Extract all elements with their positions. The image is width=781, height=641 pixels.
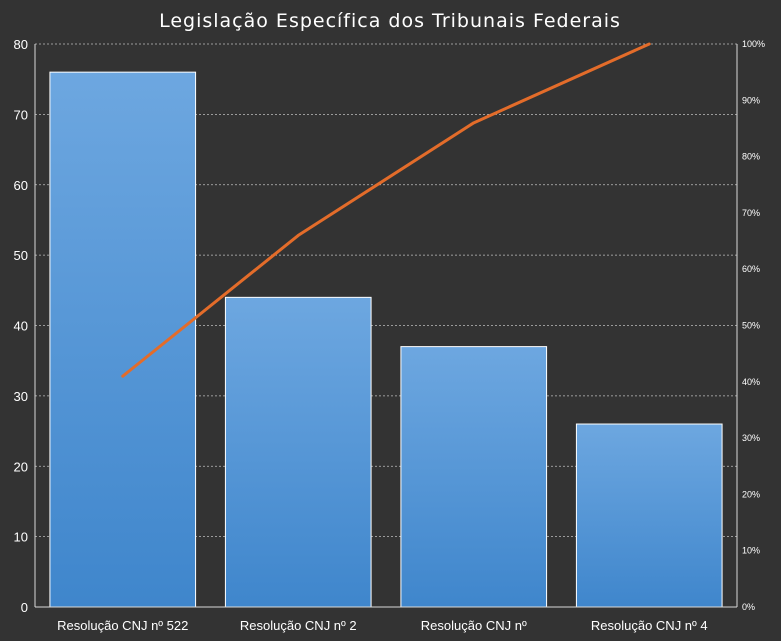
x-tick-label: Resolução CNJ nº bbox=[421, 618, 527, 633]
y2-tick-label: 100% bbox=[742, 39, 765, 49]
x-tick-label: Resolução CNJ nº 2 bbox=[240, 618, 357, 633]
y2-tick-label: 90% bbox=[742, 95, 760, 105]
y-tick-label: 50 bbox=[14, 248, 28, 263]
y-tick-label: 40 bbox=[14, 319, 28, 334]
bar bbox=[224, 296, 372, 608]
y2-tick-label: 30% bbox=[742, 433, 760, 443]
chart-title: Legislação Específica dos Tribunais Fede… bbox=[159, 10, 621, 32]
y-tick-label: 20 bbox=[14, 459, 28, 474]
y-tick-label: 60 bbox=[14, 178, 28, 193]
y-tick-label: 10 bbox=[14, 530, 28, 545]
y2-tick-label: 70% bbox=[742, 208, 760, 218]
y-tick-label: 0 bbox=[21, 600, 28, 615]
y-tick-label: 30 bbox=[14, 389, 28, 404]
y-tick-label: 80 bbox=[14, 37, 28, 52]
bar-series bbox=[49, 71, 723, 608]
x-tick-label: Resolução CNJ nº 522 bbox=[57, 618, 188, 633]
y2-tick-label: 20% bbox=[742, 489, 760, 499]
y2-tick-label: 50% bbox=[742, 321, 760, 331]
y2-tick-label: 80% bbox=[742, 152, 760, 162]
cumulative-line-series bbox=[121, 42, 651, 378]
y2-tick-label: 0% bbox=[742, 602, 755, 612]
bar bbox=[49, 71, 197, 608]
cumulative-line bbox=[121, 42, 651, 378]
axes: 0 10 20 30 40 50 60 70 80 0% 10% 20% 30% 40% 50% 60% 70%… bbox=[14, 37, 766, 633]
y2-tick-label: 60% bbox=[742, 264, 760, 274]
x-tick-label: Resolução CNJ nº 4 bbox=[591, 618, 708, 633]
bar bbox=[400, 346, 548, 608]
y-tick-label: 70 bbox=[14, 107, 28, 122]
y2-tick-label: 40% bbox=[742, 377, 760, 387]
y2-tick-label: 10% bbox=[742, 546, 760, 556]
bar bbox=[575, 423, 723, 608]
